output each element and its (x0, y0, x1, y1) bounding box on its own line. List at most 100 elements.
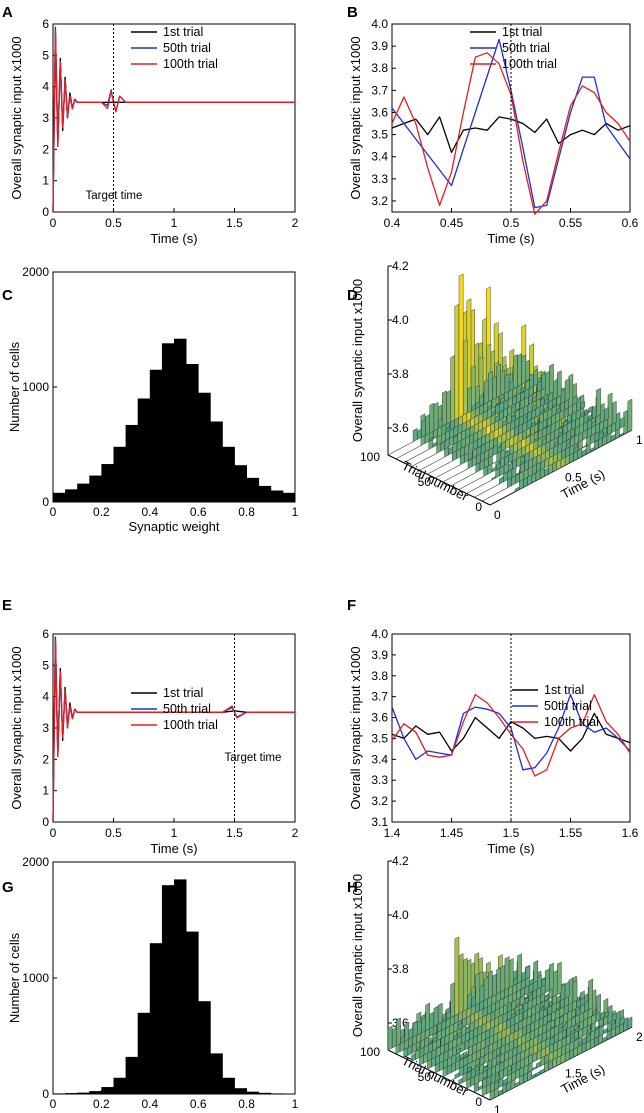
y-tick-label: 6 (42, 17, 49, 31)
y-tick-label: 3.4 (371, 752, 388, 766)
histogram-bar (222, 446, 235, 502)
x-tick-label: 1.45 (440, 826, 464, 840)
surface-patch (458, 953, 464, 1014)
panel-letter-h: H (347, 879, 358, 896)
z-tick-label: 3.6 (392, 421, 409, 435)
surface-patch (478, 484, 484, 488)
time-tick-label: 1.5 (565, 1067, 582, 1081)
surface-patch (474, 486, 480, 490)
surface-patch (421, 1016, 426, 1034)
panel-letter-f: F (347, 597, 356, 614)
histogram-bar (53, 492, 66, 502)
surface-patch (451, 475, 456, 478)
surface-patch (408, 1027, 414, 1040)
surface-patch (459, 1053, 465, 1069)
surface-patch (572, 395, 578, 406)
histogram-bar (222, 1077, 235, 1094)
histogram-bar (149, 369, 163, 502)
x-tick-label: 0.6 (190, 1097, 207, 1111)
surface-patch (435, 467, 440, 470)
surface-patch (595, 1025, 600, 1031)
surface-patch (474, 384, 480, 418)
surface-patch (431, 461, 437, 464)
surface-patch (443, 471, 448, 474)
panel-letter-c: C (2, 287, 13, 304)
surface-patch (400, 445, 405, 449)
surface-patch (490, 494, 495, 497)
surface-patch (421, 419, 426, 438)
histogram-bar (77, 1092, 90, 1094)
time-tick-label: 1 (636, 433, 643, 447)
surface-patch (492, 973, 497, 997)
x-tick-label: 0.4 (141, 505, 158, 519)
x-axis-label: Time (s) (487, 231, 534, 246)
x-tick-label: 0.5 (503, 216, 520, 230)
surface-patch (611, 1012, 617, 1022)
histogram-bar (246, 477, 260, 502)
surface-patch (498, 1089, 503, 1097)
surface-patch (515, 1009, 520, 1017)
histogram-bar (65, 1093, 78, 1094)
x-tick-label: 1.5 (226, 216, 243, 230)
surface-patch (482, 490, 487, 494)
surface-patch (427, 463, 433, 467)
surface-patch (487, 480, 492, 483)
surface-patch (498, 498, 503, 501)
surface-patch (627, 398, 633, 433)
surface-patch (450, 355, 456, 423)
surface-patch (513, 354, 518, 390)
surface-patch (495, 483, 500, 487)
panel-letter-d: D (347, 287, 358, 304)
y-tick-label: 3.8 (371, 61, 388, 75)
x-tick-label: 0.4 (141, 1097, 158, 1111)
surface-patch (467, 474, 472, 478)
legend-label-2: 50th trial (163, 702, 211, 716)
surface-patch (517, 953, 522, 984)
surface-patch (536, 1061, 541, 1069)
x-tick-label: 1 (292, 505, 299, 519)
trial-tick-label: 100 (360, 450, 380, 464)
surface-patch (611, 400, 617, 425)
histogram-bar (234, 465, 247, 502)
surface-patch (563, 419, 568, 427)
surface-patch (596, 387, 601, 418)
surface-patch (483, 379, 489, 405)
x-axis-label: Time (s) (150, 231, 197, 246)
legend-label-3: 100th trial (544, 715, 599, 729)
surface-patch (486, 496, 491, 500)
legend-label-1: 1st trial (163, 686, 203, 700)
series-line-3 (391, 52, 631, 215)
x-tick-label: 0 (50, 1097, 57, 1111)
histogram-bar (282, 492, 296, 502)
histogram-bar (161, 343, 175, 502)
histogram-bar (270, 1093, 284, 1094)
surface-patch (462, 957, 468, 1012)
y-tick-label: 3 (42, 721, 49, 735)
x-tick-label: 0.8 (238, 505, 255, 519)
surface-patch (619, 416, 625, 429)
x-axis-label: Time (s) (487, 841, 534, 856)
y-axis-label: Overall synaptic input x1000 (348, 646, 363, 809)
z-tick-label: 3.8 (392, 962, 409, 976)
y-tick-label: 4 (42, 690, 49, 704)
surface-patch (475, 401, 481, 410)
surface-patch (392, 450, 397, 453)
surface-patch (500, 369, 506, 396)
surface-patch (459, 470, 464, 474)
histogram-bar (210, 421, 223, 502)
legend-label-2: 50th trial (544, 699, 592, 713)
surface-patch (455, 472, 460, 476)
histogram-bar (174, 879, 187, 1094)
histogram-bar (125, 424, 139, 502)
time-tick-label: 2 (636, 1030, 643, 1044)
surface-patch (504, 956, 510, 991)
histogram-bar (186, 364, 199, 502)
surface-patch (454, 936, 460, 1016)
surface-patch (475, 972, 481, 1006)
histogram-bar (113, 1077, 126, 1094)
surface-patch (387, 452, 393, 456)
surface-patch (511, 405, 517, 414)
y-tick-label: 3.4 (371, 150, 388, 164)
y-tick-label: 3.1 (371, 815, 388, 829)
surface-patch (408, 441, 414, 445)
